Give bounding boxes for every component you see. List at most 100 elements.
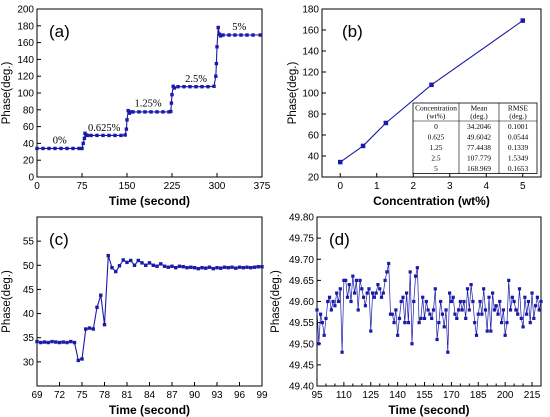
data-point — [433, 287, 437, 291]
data-point — [526, 299, 531, 304]
data-point — [239, 33, 243, 37]
data-point — [347, 283, 351, 287]
table-cell: 168.969 — [467, 164, 491, 173]
data-point — [356, 308, 360, 312]
data-point — [71, 146, 75, 151]
x-tick-label: 215 — [524, 390, 541, 401]
x-axis-label: Time (second) — [109, 194, 190, 208]
data-point — [170, 264, 174, 268]
data-point — [237, 265, 242, 269]
panel-a: 0 75 150 225 300 375 0 20 40 60 80 100 120 140 160 180 2… — [1, 5, 271, 209]
data-point — [162, 264, 167, 268]
y-tick-label: 35 — [23, 333, 35, 344]
data-point — [121, 258, 125, 262]
y-tick-label: 49.65 — [289, 276, 314, 287]
y-tick-label: 49.75 — [289, 234, 314, 245]
data-point — [499, 321, 504, 325]
y-tick-label: 60 — [308, 131, 320, 142]
y-tick-label: 80 — [308, 110, 320, 121]
table-header-unit: (deg.) — [470, 112, 488, 121]
data-point — [189, 265, 193, 269]
panel-label: (d) — [329, 230, 350, 249]
y-axis-label: Phase(deg.) — [1, 270, 13, 333]
data-point — [50, 339, 54, 344]
data-point — [392, 321, 396, 325]
x-tick-label: 150 — [119, 181, 136, 192]
series-line — [36, 255, 262, 362]
x-tick-label: 110 — [336, 390, 352, 401]
data-point — [412, 299, 416, 304]
data-point — [47, 146, 51, 151]
data-point — [322, 333, 326, 337]
data-point — [177, 264, 182, 268]
series-line — [37, 27, 261, 149]
x-tick-label: 69 — [31, 390, 43, 401]
data-point — [431, 308, 436, 312]
data-point — [149, 110, 153, 114]
data-point — [523, 295, 527, 299]
x-axis-label: Time (second) — [109, 403, 190, 417]
x-tick-label: 96 — [234, 390, 246, 401]
x-tick-label: 4 — [483, 181, 489, 192]
data-point — [460, 308, 464, 312]
data-point — [444, 308, 448, 312]
panel-label: (c) — [49, 230, 69, 249]
table-cell: 0.1339 — [508, 143, 529, 152]
data-point — [487, 295, 491, 299]
data-point — [327, 295, 332, 299]
data-point — [252, 265, 257, 269]
data-point — [76, 358, 80, 363]
y-tick-label: 49.50 — [289, 339, 314, 350]
y-tick-label: 140 — [302, 47, 319, 58]
data-point — [485, 329, 489, 333]
y-tick-label: 120 — [17, 72, 34, 83]
data-point — [385, 270, 389, 274]
data-point — [383, 278, 387, 282]
data-point — [39, 340, 43, 345]
data-point — [379, 295, 384, 299]
data-point — [128, 110, 133, 114]
data-point — [494, 304, 498, 308]
data-point — [405, 291, 409, 295]
data-point — [498, 299, 502, 304]
data-point — [174, 266, 178, 270]
data-point — [151, 263, 155, 267]
table-cell: 5 — [434, 164, 438, 173]
data-point — [430, 316, 434, 320]
data-point — [85, 133, 90, 138]
data-point — [315, 308, 319, 312]
x-tick-label: 185 — [470, 390, 487, 401]
y-tick-label: 40 — [308, 152, 320, 163]
panel-b: 0 1 2 3 4 5 20 40 60 80 100 120 140 160 180 Concentrati… — [287, 5, 542, 208]
x-tick-label: 75 — [76, 181, 88, 192]
data-point — [317, 342, 321, 346]
data-point — [155, 110, 159, 114]
y-tick-label: 30 — [23, 357, 35, 368]
x-tick-label: 1 — [374, 181, 380, 192]
data-point — [77, 146, 81, 151]
table-header-unit: (wt%) — [427, 112, 446, 121]
data-point — [155, 264, 159, 268]
data-point — [196, 266, 200, 271]
data-point — [437, 321, 441, 325]
step-annotation: 0.625% — [88, 123, 121, 134]
data-point — [417, 321, 421, 325]
data-point — [123, 133, 127, 137]
y-tick-label: 49.80 — [289, 213, 314, 224]
data-point — [383, 120, 389, 126]
data-point — [126, 108, 130, 113]
plot-frame-c — [36, 216, 263, 387]
table-cell: 1.25 — [430, 143, 443, 152]
data-point — [426, 308, 430, 312]
data-point — [95, 305, 99, 309]
data-point — [360, 287, 364, 291]
data-point — [510, 295, 514, 299]
data-point — [42, 340, 47, 344]
data-point — [72, 340, 77, 345]
data-point — [439, 299, 443, 304]
data-point — [408, 270, 412, 274]
table-header-unit: (deg.) — [509, 112, 527, 121]
data-point — [478, 299, 482, 304]
stats-table: Concentration(wt%)00.6251.252.55Mean(deg… — [412, 102, 538, 174]
data-point — [81, 141, 85, 146]
